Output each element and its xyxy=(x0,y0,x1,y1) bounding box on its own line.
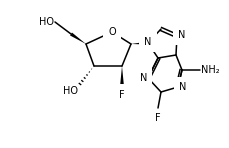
Text: F: F xyxy=(119,90,124,100)
Text: N: N xyxy=(177,30,185,40)
Polygon shape xyxy=(131,41,147,45)
Text: F: F xyxy=(155,113,160,123)
Text: HO: HO xyxy=(63,86,78,96)
Text: HO: HO xyxy=(39,17,54,27)
Text: N: N xyxy=(144,37,151,47)
Text: O: O xyxy=(108,27,115,37)
Text: N: N xyxy=(178,82,185,92)
Polygon shape xyxy=(120,66,123,84)
Text: NH₂: NH₂ xyxy=(200,65,219,75)
Text: N: N xyxy=(139,73,146,83)
Polygon shape xyxy=(70,33,86,44)
